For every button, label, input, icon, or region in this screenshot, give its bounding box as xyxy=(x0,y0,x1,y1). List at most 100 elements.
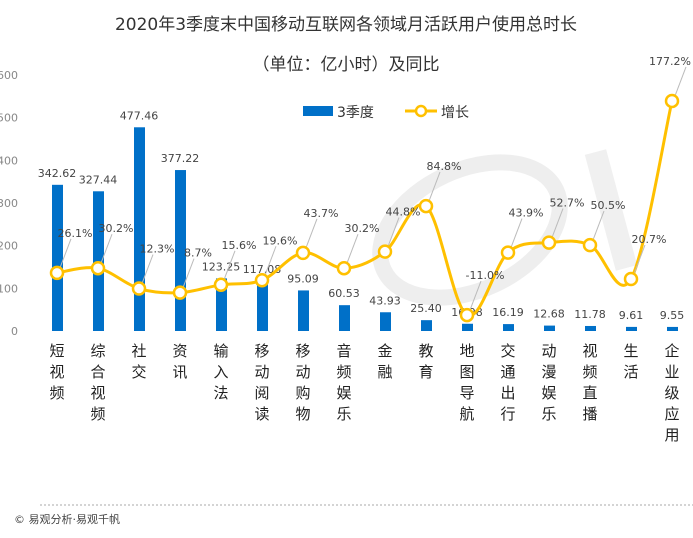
growth-value-label: -11.0% xyxy=(466,269,505,282)
leader-line xyxy=(346,234,359,264)
bar xyxy=(544,325,555,331)
growth-marker xyxy=(500,245,516,260)
y-tick-label: 200 xyxy=(0,240,18,253)
bar-value-label: 342.62 xyxy=(38,167,77,180)
bar xyxy=(380,312,391,331)
category-label: 音频娱乐 xyxy=(336,342,351,423)
bar-value-label: 377.22 xyxy=(161,152,200,165)
y-tick-label: 100 xyxy=(0,282,18,295)
leader-line xyxy=(674,66,687,97)
category-label: 资讯 xyxy=(172,342,187,381)
bar xyxy=(216,278,227,331)
growth-marker xyxy=(213,277,229,293)
chart-title: 2020年3季度末中国移动互联网各领域月活跃用户使用总时长 xyxy=(115,14,577,35)
legend-line-marker xyxy=(414,104,428,118)
bar xyxy=(298,290,309,331)
leader-line xyxy=(469,280,482,311)
leader-line xyxy=(59,238,72,269)
category-label: 社交 xyxy=(131,342,146,381)
growth-marker xyxy=(418,198,434,214)
growth-value-label: 44.8% xyxy=(386,206,421,219)
bar-value-label: 25.40 xyxy=(410,302,442,315)
category-label: 动漫娱乐 xyxy=(541,342,556,423)
leader-line xyxy=(551,208,564,238)
growth-value-label: 15.6% xyxy=(222,239,257,252)
leader-line xyxy=(264,246,277,276)
bar-value-label: 9.61 xyxy=(619,309,644,322)
bar xyxy=(52,184,63,331)
growth-marker xyxy=(49,265,65,281)
bar-value-label: 16.19 xyxy=(492,306,524,319)
chart-subtitle: （单位：亿小时）及同比 xyxy=(253,55,440,75)
category-label: 移动阅读 xyxy=(254,342,269,423)
category-label: 金融 xyxy=(377,342,392,381)
growth-value-label: 30.2% xyxy=(345,222,380,235)
bar-value-label: 327.44 xyxy=(79,173,118,186)
category-label: 移动购物 xyxy=(295,342,310,423)
y-tick-label: 400 xyxy=(0,154,18,167)
y-tick-label: 300 xyxy=(0,197,18,210)
growth-value-label: 20.7% xyxy=(632,233,667,246)
bar xyxy=(175,170,186,331)
growth-marker xyxy=(377,244,393,259)
leader-line xyxy=(305,218,318,249)
leader-line xyxy=(182,258,195,288)
leader-line xyxy=(387,217,400,247)
growth-marker xyxy=(336,260,352,276)
bar-value-label: 123.25 xyxy=(202,260,241,273)
category-label: 地图导航 xyxy=(459,342,474,423)
leader-line xyxy=(223,250,236,280)
category-label: 生活 xyxy=(623,342,638,381)
growth-value-label: 30.2% xyxy=(99,222,134,235)
growth-value-label: 12.3% xyxy=(140,243,175,256)
growth-value-label: 19.6% xyxy=(263,234,298,247)
growth-value-label: 8.7% xyxy=(184,247,212,260)
leader-line xyxy=(592,210,605,241)
legend-bar-label: 3季度 xyxy=(337,105,374,121)
growth-value-label: 43.9% xyxy=(509,207,544,220)
footer-source: © 易观分析·易观千帆 xyxy=(14,512,120,526)
category-label: 企业级应用 xyxy=(664,342,679,444)
bar-value-label: 95.09 xyxy=(287,272,319,285)
category-label: 短视频 xyxy=(49,342,64,402)
bar-value-label: 43.93 xyxy=(369,294,401,307)
bar xyxy=(134,127,145,332)
bar xyxy=(667,326,678,331)
bar-value-label: 60.53 xyxy=(328,287,360,300)
category-label: 综合视频 xyxy=(90,342,105,423)
bar xyxy=(462,323,473,331)
growth-value-label: 52.7% xyxy=(550,197,585,210)
bar-value-label: 477.46 xyxy=(120,109,159,122)
leader-line xyxy=(100,234,113,264)
watermark-logo xyxy=(372,149,638,306)
category-label: 视频直播 xyxy=(582,342,597,423)
growth-marker xyxy=(172,285,188,300)
growth-marker xyxy=(295,245,311,261)
growth-value-label: 177.2% xyxy=(649,55,691,68)
growth-marker xyxy=(459,307,475,323)
growth-marker xyxy=(90,260,106,276)
leader-line xyxy=(633,244,646,275)
bar xyxy=(626,326,637,331)
growth-value-label: 26.1% xyxy=(58,227,93,240)
bar xyxy=(257,281,268,331)
growth-marker xyxy=(623,271,639,287)
growth-marker xyxy=(254,273,270,288)
growth-value-label: 84.8% xyxy=(427,160,462,173)
growth-marker xyxy=(541,235,557,250)
bar-value-label: 9.55 xyxy=(660,309,685,322)
y-tick-label: 600 xyxy=(0,69,18,82)
leader-line xyxy=(141,254,154,284)
growth-marker xyxy=(664,93,680,109)
growth-marker xyxy=(582,237,598,253)
bar xyxy=(339,305,350,331)
bar-value-label: 11.78 xyxy=(574,308,606,321)
growth-marker xyxy=(131,281,147,296)
y-tick-label: 500 xyxy=(0,112,18,125)
leader-line xyxy=(510,218,523,248)
category-label: 输入法 xyxy=(213,342,228,402)
bar xyxy=(503,324,514,331)
legend-line-label: 增长 xyxy=(441,105,469,121)
bar xyxy=(585,325,596,331)
